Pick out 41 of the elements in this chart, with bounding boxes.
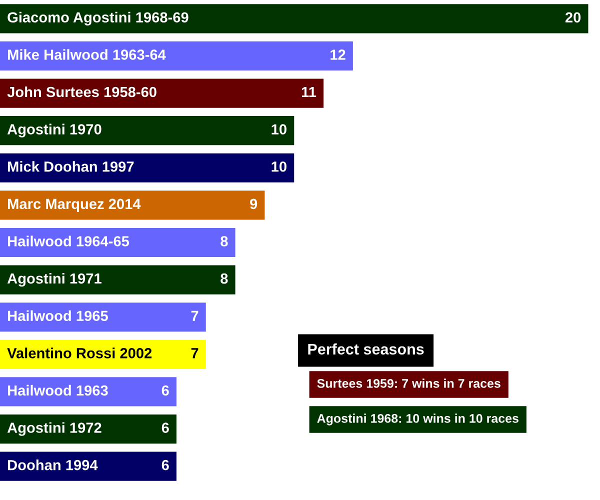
y-tick-label: Hailwood 1963 bbox=[8, 384, 108, 396]
bar bbox=[0, 78, 324, 108]
y-tick-label: Mick Doohan 1997 bbox=[8, 161, 134, 172]
bar bbox=[0, 116, 294, 146]
data-label: 20 bbox=[565, 12, 581, 23]
data-label: 6 bbox=[162, 385, 169, 396]
data-label: 8 bbox=[220, 273, 228, 284]
y-tick-label: Doohan 1994 bbox=[8, 460, 98, 470]
y-tick-label: Valentino Rossi 2002 bbox=[7, 348, 152, 358]
bar bbox=[0, 41, 353, 71]
bar bbox=[0, 190, 265, 220]
data-label: 11 bbox=[302, 87, 316, 98]
y-tick-label: Agostini 1972 bbox=[7, 422, 102, 436]
data-label: 12 bbox=[330, 50, 346, 60]
annotation: Surtees 1959: 7 wins in 7 races bbox=[317, 378, 500, 388]
y-tick-label: Hailwood 1965 bbox=[8, 310, 108, 322]
y-tick-label: John Surtees 1958-60 bbox=[7, 86, 156, 98]
bar bbox=[0, 228, 236, 258]
bar bbox=[0, 414, 176, 444]
data-label: 6 bbox=[162, 422, 169, 433]
data-label: 9 bbox=[250, 198, 258, 210]
bar bbox=[0, 153, 294, 182]
bar bbox=[0, 377, 176, 406]
bar bbox=[0, 452, 176, 481]
data-label: 7 bbox=[191, 348, 198, 358]
annotation: Perfect seasons bbox=[308, 343, 424, 355]
bar bbox=[0, 302, 206, 332]
bar bbox=[0, 4, 588, 34]
annotation: Agostini 1968: 10 wins in 10 races bbox=[317, 414, 518, 426]
y-tick-label: Marc Marquez 2014 bbox=[8, 198, 141, 212]
y-tick-label: Mike Hailwood 1963-64 bbox=[8, 49, 166, 60]
data-label: 10 bbox=[272, 161, 286, 172]
data-label: 7 bbox=[191, 310, 198, 321]
y-tick-label: Agostini 1971 bbox=[7, 272, 102, 287]
bar bbox=[0, 265, 236, 294]
data-label: 10 bbox=[272, 124, 286, 134]
data-label: 6 bbox=[162, 460, 169, 470]
y-tick-label: Agostini 1970 bbox=[7, 124, 102, 138]
y-tick-label: Hailwood 1964-65 bbox=[8, 236, 130, 246]
y-tick-label: Giacomo Agostini 1968-69 bbox=[8, 12, 188, 26]
data-label: 8 bbox=[220, 236, 228, 246]
